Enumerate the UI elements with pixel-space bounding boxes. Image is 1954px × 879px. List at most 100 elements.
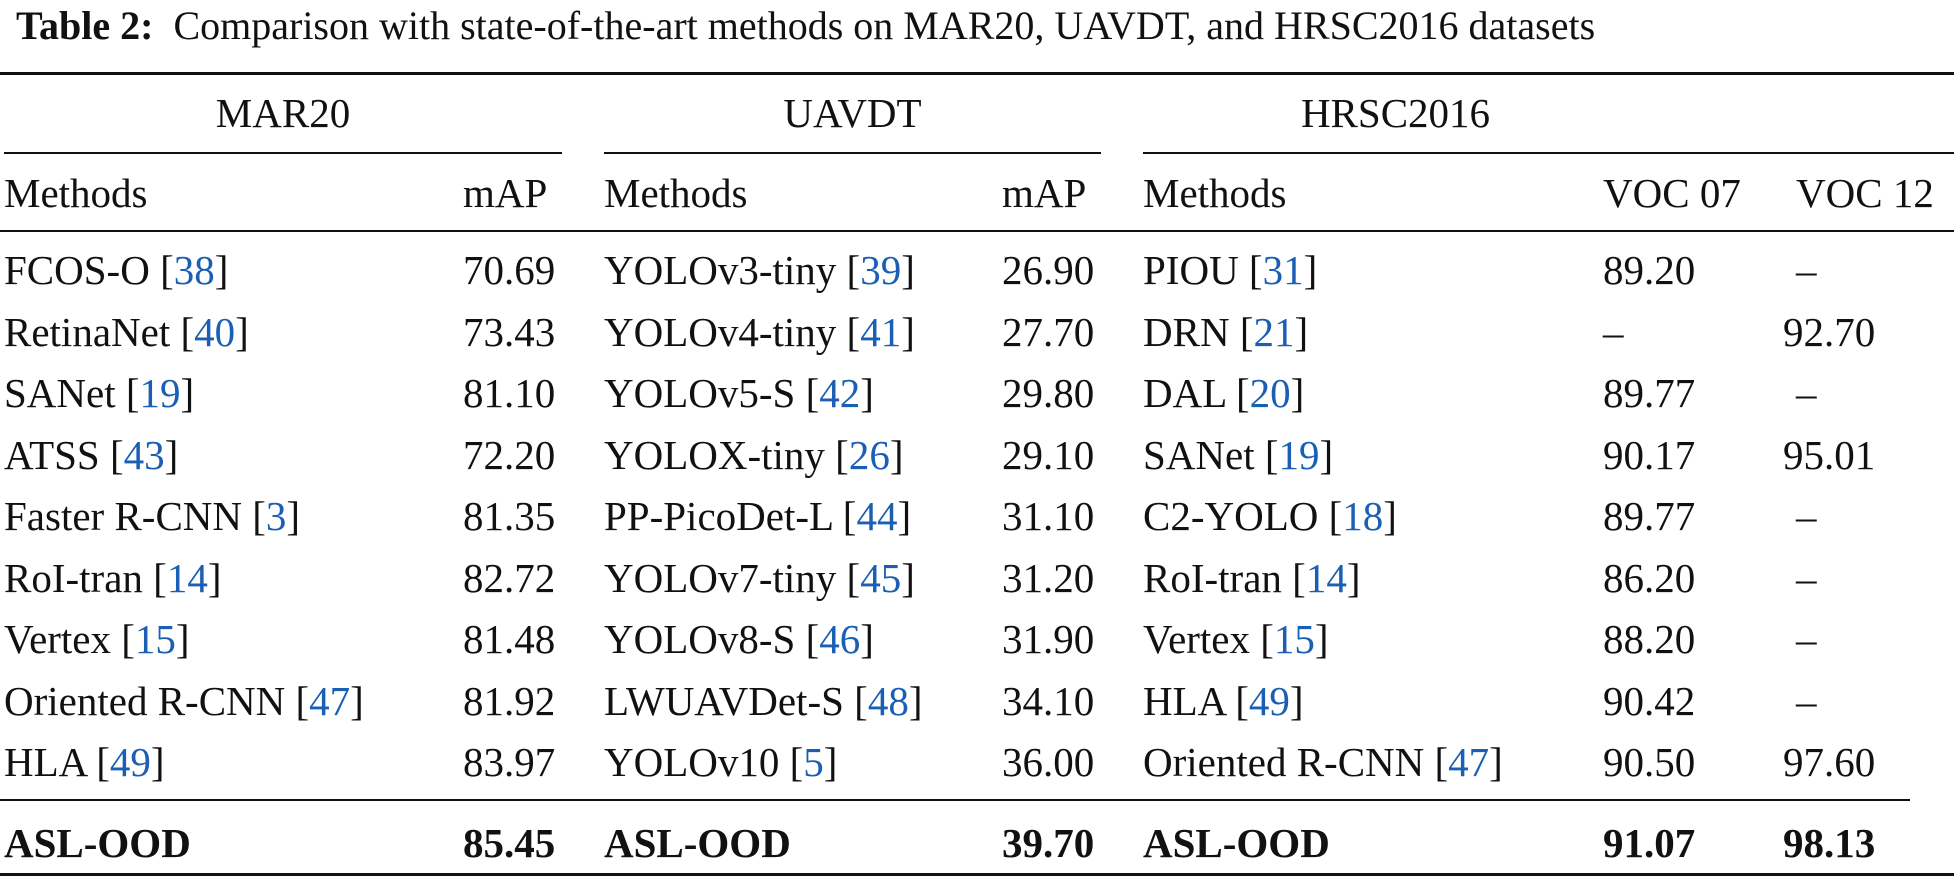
- citation-link[interactable]: 44: [856, 493, 898, 539]
- close-bracket: ]: [1314, 616, 1329, 662]
- method-name: FCOS-O [: [4, 247, 174, 293]
- citation-link[interactable]: 31: [1262, 247, 1304, 293]
- col-header-methods-hrsc: Methods: [1143, 170, 1287, 216]
- close-bracket: ]: [860, 370, 874, 416]
- voc07-value: –: [1603, 309, 1624, 355]
- map-uavdt: 31.90: [1002, 616, 1095, 662]
- map-uavdt: 29.10: [1002, 432, 1095, 478]
- close-bracket: ]: [823, 739, 838, 785]
- close-bracket: ]: [1383, 493, 1397, 539]
- method-hrsc: DAL [20]: [1143, 368, 1304, 418]
- map-mar20: 82.72: [463, 555, 556, 601]
- method-name: Vertex [: [1143, 616, 1274, 662]
- method-name: RetinaNet [: [4, 309, 195, 355]
- citation-link[interactable]: 5: [803, 739, 824, 785]
- method-name: PIOU [: [1143, 247, 1263, 293]
- citation-link[interactable]: 26: [848, 432, 890, 478]
- group-header-mar20: MAR20: [215, 90, 351, 136]
- final-voc07: 91.07: [1603, 820, 1696, 866]
- close-bracket: ]: [1489, 739, 1503, 785]
- method-name: HLA [: [4, 739, 110, 785]
- voc07-value: 89.77: [1603, 493, 1696, 539]
- voc07-value: 90.42: [1603, 678, 1696, 724]
- close-bracket: ]: [1319, 432, 1334, 478]
- citation-link[interactable]: 38: [173, 247, 215, 293]
- citation-link[interactable]: 46: [819, 616, 861, 662]
- close-bracket: ]: [1289, 678, 1304, 724]
- method-mar20: FCOS-O [38]: [4, 245, 228, 295]
- col-header-voc12: VOC 12: [1796, 170, 1934, 216]
- method-hrsc: PIOU [31]: [1143, 245, 1317, 295]
- voc12-value: –: [1796, 370, 1817, 416]
- citation-link[interactable]: 39: [860, 247, 902, 293]
- method-name: HLA [: [1143, 678, 1249, 724]
- citation-link[interactable]: 18: [1342, 493, 1384, 539]
- method-uavdt: YOLOv4-tiny [41]: [604, 307, 915, 357]
- voc12-value: –: [1796, 247, 1817, 293]
- mar20-group-rule: [4, 152, 562, 154]
- final-map-mar20: 85.45: [463, 820, 556, 866]
- final-voc12: 98.13: [1783, 820, 1876, 866]
- map-mar20: 81.92: [463, 678, 556, 724]
- method-name: SANet [: [4, 370, 140, 416]
- method-name: LWUAVDet-S [: [604, 678, 868, 724]
- method-hrsc: Oriented R-CNN [47]: [1143, 737, 1503, 787]
- method-name: RoI-tran [: [1143, 555, 1306, 601]
- voc07-value: 90.50: [1603, 739, 1696, 785]
- citation-link[interactable]: 21: [1253, 309, 1295, 355]
- close-bracket: ]: [889, 432, 904, 478]
- citation-link[interactable]: 47: [309, 678, 351, 724]
- close-bracket: ]: [1294, 309, 1309, 355]
- close-bracket: ]: [180, 370, 195, 416]
- close-bracket: ]: [901, 247, 915, 293]
- citation-link[interactable]: 20: [1249, 370, 1291, 416]
- citation-link[interactable]: 19: [139, 370, 181, 416]
- method-name: YOLOv7-tiny [: [604, 555, 861, 601]
- method-uavdt: LWUAVDet-S [48]: [604, 676, 922, 726]
- citation-link[interactable]: 47: [1448, 739, 1490, 785]
- method-hrsc: C2-YOLO [18]: [1143, 491, 1397, 541]
- citation-link[interactable]: 3: [265, 493, 287, 539]
- final-method-hrsc: ASL-OOD: [1143, 820, 1330, 866]
- voc12-value: –: [1796, 616, 1817, 662]
- method-name: PP-PicoDet-L [: [604, 493, 857, 539]
- col-header-map-uavdt: mAP: [1002, 170, 1087, 216]
- method-mar20: Oriented R-CNN [47]: [4, 676, 364, 726]
- close-bracket: ]: [235, 309, 249, 355]
- voc07-value: 86.20: [1603, 555, 1696, 601]
- citation-link[interactable]: 48: [867, 678, 909, 724]
- method-name: YOLOv4-tiny [: [604, 309, 861, 355]
- citation-link[interactable]: 19: [1278, 432, 1320, 478]
- method-mar20: Faster R-CNN [3]: [4, 491, 300, 541]
- citation-link[interactable]: 41: [860, 309, 902, 355]
- method-name: DAL [: [1143, 370, 1250, 416]
- voc12-value: 92.70: [1783, 309, 1876, 355]
- method-name: Oriented R-CNN [: [1143, 739, 1449, 785]
- method-name: ATSS [: [4, 432, 124, 478]
- group-header-uavdt: UAVDT: [783, 90, 922, 136]
- method-uavdt: YOLOv7-tiny [45]: [604, 553, 915, 603]
- close-bracket: ]: [164, 432, 179, 478]
- close-bracket: ]: [1303, 247, 1318, 293]
- method-uavdt: YOLOv10 [5]: [604, 737, 837, 787]
- citation-link[interactable]: 15: [1273, 616, 1315, 662]
- map-mar20: 81.10: [463, 370, 556, 416]
- citation-link[interactable]: 14: [166, 555, 208, 601]
- close-bracket: ]: [901, 309, 915, 355]
- method-name: SANet [: [1143, 432, 1279, 478]
- citation-link[interactable]: 45: [860, 555, 902, 601]
- citation-link[interactable]: 40: [194, 309, 236, 355]
- citation-link[interactable]: 43: [123, 432, 165, 478]
- method-name: DRN [: [1143, 309, 1254, 355]
- voc12-value: 97.60: [1783, 739, 1876, 785]
- citation-link[interactable]: 15: [134, 616, 176, 662]
- citation-link[interactable]: 14: [1305, 555, 1347, 601]
- citation-link[interactable]: 49: [1248, 678, 1290, 724]
- citation-link[interactable]: 49: [109, 739, 151, 785]
- voc07-value: 88.20: [1603, 616, 1696, 662]
- method-uavdt: YOLOv5-S [42]: [604, 368, 874, 418]
- map-mar20: 73.43: [463, 309, 556, 355]
- citation-link[interactable]: 42: [819, 370, 861, 416]
- table-caption: Table 2: Comparison with state-of-the-ar…: [16, 0, 1595, 56]
- method-uavdt: YOLOv8-S [46]: [604, 614, 874, 664]
